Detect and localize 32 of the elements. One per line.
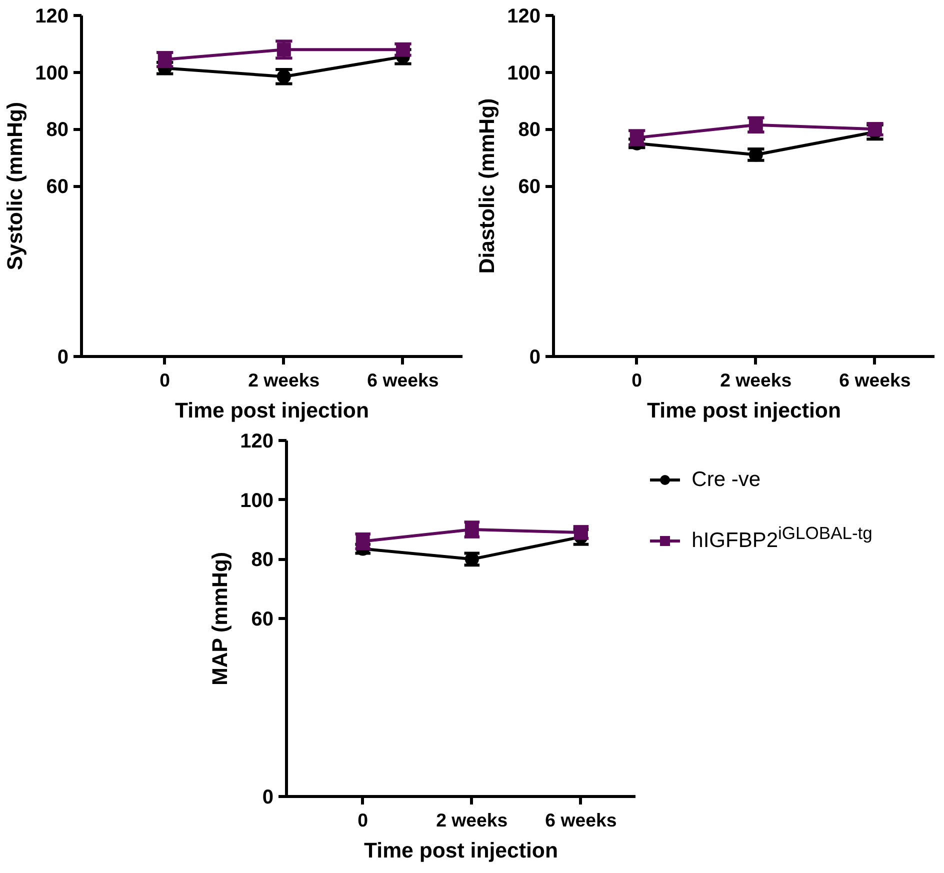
x-tick-label: 0 [632,370,642,390]
legend-label: Cre -ve [690,467,762,493]
x-axis-title: Time post injection [364,838,558,862]
y-tick-label: 100 [507,62,541,84]
x-tick-label: 2 weeks [436,810,508,830]
y-tick-label: 100 [240,490,274,512]
x-tick-label: 2 weeks [248,370,320,390]
y-tick-label: 0 [262,786,274,808]
y-tick-label: 0 [529,346,540,368]
y-tick-label: 60 [46,176,69,198]
x-axis-title: Time post injection [175,398,369,422]
x-axis-title: Time post injection [647,398,841,422]
y-tick-label: 80 [46,119,69,142]
legend-label: hIGFBP2$^{iGLOBAL-tg}$ [690,522,872,554]
x-tick-label: 2 weeks [720,370,792,390]
y-tick-label: 100 [35,62,69,84]
y-axis-title: Systolic (mmHg) [3,102,28,270]
y-axis-title: MAP (mmHg) [208,552,232,686]
x-tick-label: 6 weeks [839,370,911,390]
x-tick-label: 0 [358,810,368,830]
y-tick-label: 80 [251,549,274,572]
y-tick-label: 120 [240,430,274,452]
y-tick-label: 60 [518,176,541,198]
y-tick-label: 60 [251,608,274,630]
x-tick-label: 0 [160,370,170,390]
y-axis-title: Diastolic (mmHg) [475,98,500,274]
y-tick-label: 0 [57,346,68,368]
y-tick-label: 120 [507,6,541,28]
y-tick-label: 120 [35,6,69,28]
y-tick-label: 80 [518,119,541,142]
x-tick-label: 6 weeks [545,810,617,830]
x-tick-label: 6 weeks [367,370,439,390]
